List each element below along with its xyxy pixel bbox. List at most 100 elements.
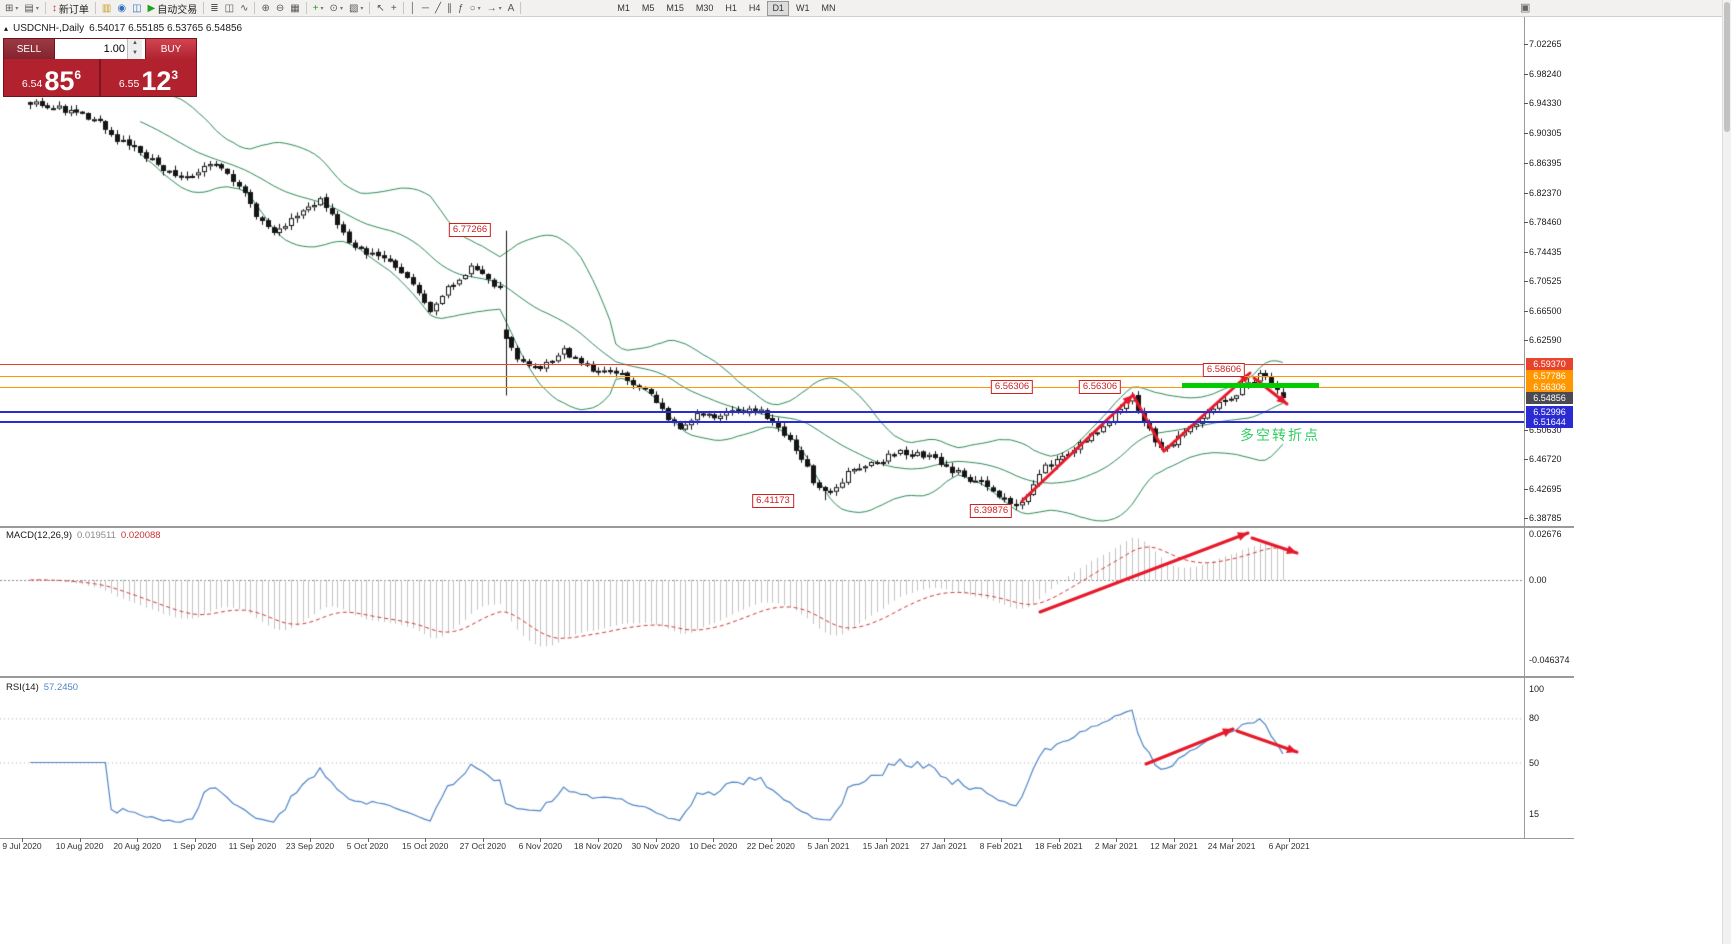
timeframe-m5[interactable]: M5 [641,2,655,13]
vertical-scrollbar[interactable] [1722,0,1731,944]
sell-button[interactable]: SELL [4,39,54,59]
date-label: 22 Dec 2020 [746,841,795,851]
fibonacci-icon[interactable]: ƒ [458,2,464,14]
horizontal-line-object[interactable] [0,363,1524,365]
toolbar-separator [369,2,371,14]
price-tickmark [1524,429,1528,431]
timeframe-d1[interactable]: D1 [767,0,789,16]
macd-label: MACD(12,26,9) 0.019511 0.020088 [6,530,161,541]
buy-price-big: 12 [141,66,172,96]
timeframe-h4[interactable]: H4 [748,2,761,13]
date-label: 18 Nov 2020 [573,841,623,851]
price-callout-label[interactable]: 6.58606 [1202,363,1246,377]
price-tag: 6.51644 [1526,416,1573,428]
templates-icon[interactable]: ▧ ▾ [348,2,364,14]
vertical-line-icon[interactable]: │ [409,2,416,14]
macd-axis-label: 0.00 [1529,575,1547,585]
text-icon[interactable]: A [507,2,515,14]
shapes-icon[interactable]: ○ ▾ [469,2,481,14]
date-tickmark [1231,838,1233,842]
price-tick-label: 6.82370 [1529,187,1562,198]
buy-price-main: 6.55 [118,78,140,90]
price-tickmark [1524,221,1528,223]
price-tickmark [1524,133,1528,135]
macd-axis-label: 0.02676 [1529,529,1562,539]
price-callout-label[interactable]: 6.56306 [990,380,1034,394]
new-order-button[interactable]: ↕ 新订单 [51,2,89,16]
price-callout-label[interactable]: 6.41173 [752,494,794,508]
date-tickmark [655,838,657,842]
horizontal-line-icon[interactable]: ─ [421,2,429,14]
price-callout-label[interactable]: 6.39876 [969,504,1013,518]
price-tick-label: 6.42695 [1529,483,1562,494]
cursor-icon[interactable]: ↖ [376,2,385,14]
rsi-axis-label: 80 [1529,713,1540,724]
price-callout-label[interactable]: 6.77266 [448,223,492,237]
scrollbar-thumb[interactable] [1724,2,1730,132]
channel-icon[interactable]: ∥ [447,2,453,14]
price-tag: 6.52996 [1526,405,1573,418]
arrows-icon[interactable]: → ▾ [486,2,502,14]
periods-icon[interactable]: ⊙ ▾ [329,2,343,14]
horizontal-line-object[interactable] [0,421,1524,423]
indicators-icon[interactable]: + ▾ [312,2,324,14]
price-tag: 6.56306 [1526,381,1573,394]
price-callout-label[interactable]: 6.56306 [1078,380,1122,394]
candlestick-chart-icon[interactable]: ◫ [224,2,235,14]
date-tickmark [310,838,311,842]
date-label: 2 Mar 2021 [1094,841,1138,851]
chart-profiles-icon[interactable]: ▤ ▾ [24,2,39,14]
data-window-icon[interactable]: ◫ [132,2,142,14]
horizontal-line-object[interactable] [0,386,1524,388]
date-label: 15 Oct 2020 [402,841,449,851]
green-level-segment[interactable] [1182,383,1319,388]
timeframe-m1[interactable]: M1 [617,2,630,13]
date-label: 23 Sep 2020 [285,841,335,851]
price-tickmark [1524,192,1528,194]
horizontal-line-object[interactable] [0,375,1524,377]
sell-price-big: 85 [44,66,75,96]
panel-separator[interactable] [0,676,1574,678]
crosshair-icon[interactable]: + [390,2,397,14]
panel-separator[interactable] [0,526,1574,528]
toolbar-separator [94,2,96,14]
tile-windows-icon[interactable]: ▦ [290,2,300,14]
turning-point-annotation[interactable]: 多空转折点 [1240,427,1320,443]
price-divider [99,59,101,96]
sell-price-button[interactable]: 6.54 85 6 [4,59,99,96]
date-label: 9 Jul 2020 [2,841,42,851]
buy-button[interactable]: BUY [146,39,196,59]
date-tickmark [482,838,484,842]
price-tickmark [1524,74,1528,76]
timeframe-m30[interactable]: M30 [695,2,714,13]
timeframe-w1[interactable]: W1 [795,2,810,13]
timeframe-h1[interactable]: H1 [725,2,737,13]
buy-price-button[interactable]: 6.55 12 3 [101,59,196,96]
market-depth-icon[interactable]: ▥ [101,2,112,14]
price-tick-label: 6.62590 [1529,335,1562,346]
sell-price-main: 6.54 [21,78,43,90]
timeframe-mn[interactable]: MN [821,2,836,13]
price-tick-label: 6.94330 [1529,98,1562,109]
date-tickmark [22,838,23,842]
volume-down-icon[interactable]: ▼ [128,49,142,59]
date-label: 5 Oct 2020 [346,841,389,851]
date-tickmark [828,838,830,842]
new-chart-icon[interactable]: ⊞ ▾ [5,2,19,14]
collapse-icon[interactable]: ▴ [4,24,9,33]
date-label: 18 Feb 2021 [1034,841,1083,851]
timeframe-m15[interactable]: M15 [666,2,684,13]
auto-trading-button[interactable]: ▶ 自动交易 [147,2,198,16]
trendline-icon[interactable]: ╱ [435,2,442,14]
zoom-out-icon[interactable]: ⊖ [275,2,285,14]
market-watch-icon[interactable]: ◉ [117,2,127,14]
volume-input[interactable] [55,39,127,59]
horizontal-line-object[interactable] [0,410,1524,413]
zoom-in-icon[interactable]: ⊕ [261,2,270,14]
volume-up-icon[interactable]: ▲ [128,39,142,49]
window-list-icon[interactable]: ▣ [1520,2,1531,14]
bar-chart-icon[interactable]: ≣ [210,2,219,14]
price-axis-border [1524,17,1525,838]
line-chart-icon[interactable]: ∿ [240,2,249,14]
